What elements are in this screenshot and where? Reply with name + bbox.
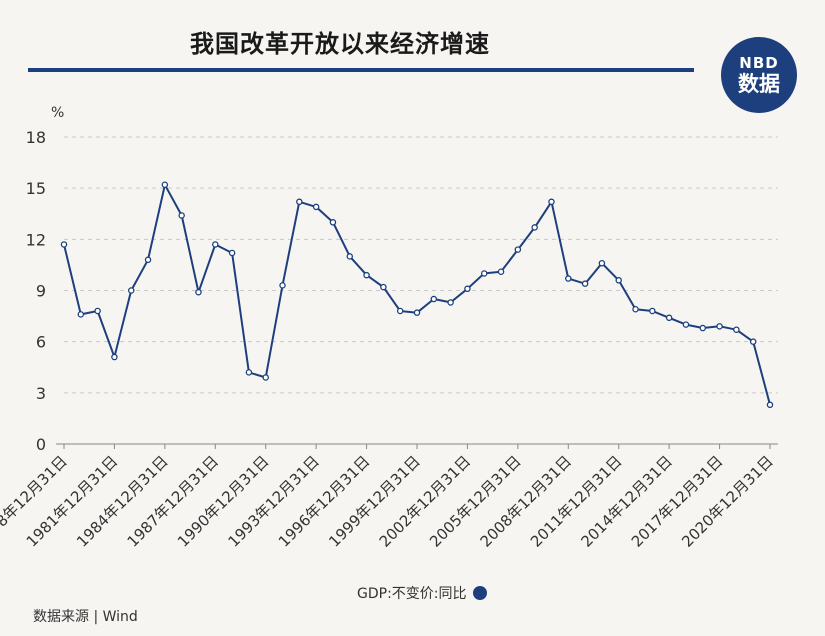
x-tick-label: 1981年12月31日 xyxy=(23,452,122,551)
y-tick-label: 0 xyxy=(36,435,46,454)
badge-top-text: NBD xyxy=(739,54,779,72)
y-axis-unit: % xyxy=(51,105,64,121)
data-point xyxy=(581,280,589,287)
series-line xyxy=(63,183,771,406)
data-point xyxy=(598,259,606,267)
data-point xyxy=(111,353,118,361)
data-point xyxy=(262,374,269,381)
data-point xyxy=(733,326,740,333)
x-tick-label: 1996年12月31日 xyxy=(275,452,374,551)
data-point xyxy=(699,324,707,332)
data-point xyxy=(396,307,404,315)
data-point xyxy=(77,311,85,318)
data-point xyxy=(380,283,387,291)
data-point xyxy=(195,288,202,296)
series-points xyxy=(60,181,774,409)
data-point xyxy=(296,198,303,206)
data-point xyxy=(161,181,169,189)
grid-lines xyxy=(64,136,778,394)
data-point xyxy=(363,271,370,279)
x-tick-label: 2005年12月31日 xyxy=(426,452,525,551)
data-point xyxy=(565,275,572,282)
x-tick-label: 1999年12月31日 xyxy=(325,452,424,551)
x-tick-label: 1993年12月31日 xyxy=(224,452,323,551)
legend-label: GDP:不变价:同比 xyxy=(357,586,467,602)
x-tick-label: 2008年12月31日 xyxy=(477,452,576,551)
data-point xyxy=(514,246,522,253)
x-tick-label: 1984年12月31日 xyxy=(73,452,172,551)
data-point xyxy=(212,241,219,248)
x-tick-labels: 1978年12月31日1981年12月31日1984年12月31日1987年12… xyxy=(0,444,777,551)
data-point xyxy=(245,369,253,376)
data-point xyxy=(279,282,286,289)
y-tick-label: 18 xyxy=(26,128,46,147)
data-point xyxy=(480,270,488,277)
data-point xyxy=(144,256,152,264)
data-point xyxy=(346,253,354,260)
chart-title: 我国改革开放以来经济增速 xyxy=(190,30,490,58)
data-point xyxy=(464,285,471,293)
x-tick-label: 2020年12月31日 xyxy=(678,452,777,551)
data-point xyxy=(329,219,337,226)
nbd-logo-badge: NBD 数据 xyxy=(721,37,797,113)
data-point xyxy=(94,307,101,315)
y-tick-label: 6 xyxy=(36,333,46,352)
x-tick-label: 2017年12月31日 xyxy=(628,452,727,551)
title-underline xyxy=(28,68,694,72)
data-point xyxy=(649,307,656,315)
y-tick-label: 3 xyxy=(36,384,46,403)
badge-bottom-text: 数据 xyxy=(738,72,780,96)
data-point xyxy=(228,249,236,257)
data-point xyxy=(682,321,690,328)
data-point xyxy=(127,287,135,294)
source-note: 数据来源 | Wind xyxy=(33,609,138,625)
y-tick-label: 12 xyxy=(26,230,46,249)
y-tick-label: 9 xyxy=(36,282,46,301)
data-point xyxy=(716,323,723,330)
data-point xyxy=(178,212,185,219)
data-point xyxy=(531,224,538,231)
data-point xyxy=(312,203,320,211)
data-point xyxy=(430,295,438,303)
data-point xyxy=(548,198,555,206)
y-tick-label: 15 xyxy=(26,179,46,198)
x-tick-label: 1990年12月31日 xyxy=(174,452,273,551)
x-tick-label: 2002年12月31日 xyxy=(376,452,475,551)
data-point xyxy=(497,268,505,275)
data-point xyxy=(615,277,622,284)
data-point xyxy=(766,401,774,409)
x-tick-label: 2011年12月31日 xyxy=(527,452,626,551)
data-point xyxy=(447,299,454,306)
data-point xyxy=(665,314,673,322)
x-tick-label: 1987年12月31日 xyxy=(124,452,223,551)
data-point xyxy=(60,241,68,248)
legend: GDP:不变价:同比 xyxy=(357,583,487,603)
y-tick-labels: 0 3 6 9 12 15 18 xyxy=(26,128,46,454)
data-point xyxy=(632,306,639,313)
legend-marker xyxy=(472,586,487,600)
data-point xyxy=(413,309,421,316)
data-point xyxy=(749,338,757,345)
x-tick-label: 2014年12月31日 xyxy=(577,452,676,551)
